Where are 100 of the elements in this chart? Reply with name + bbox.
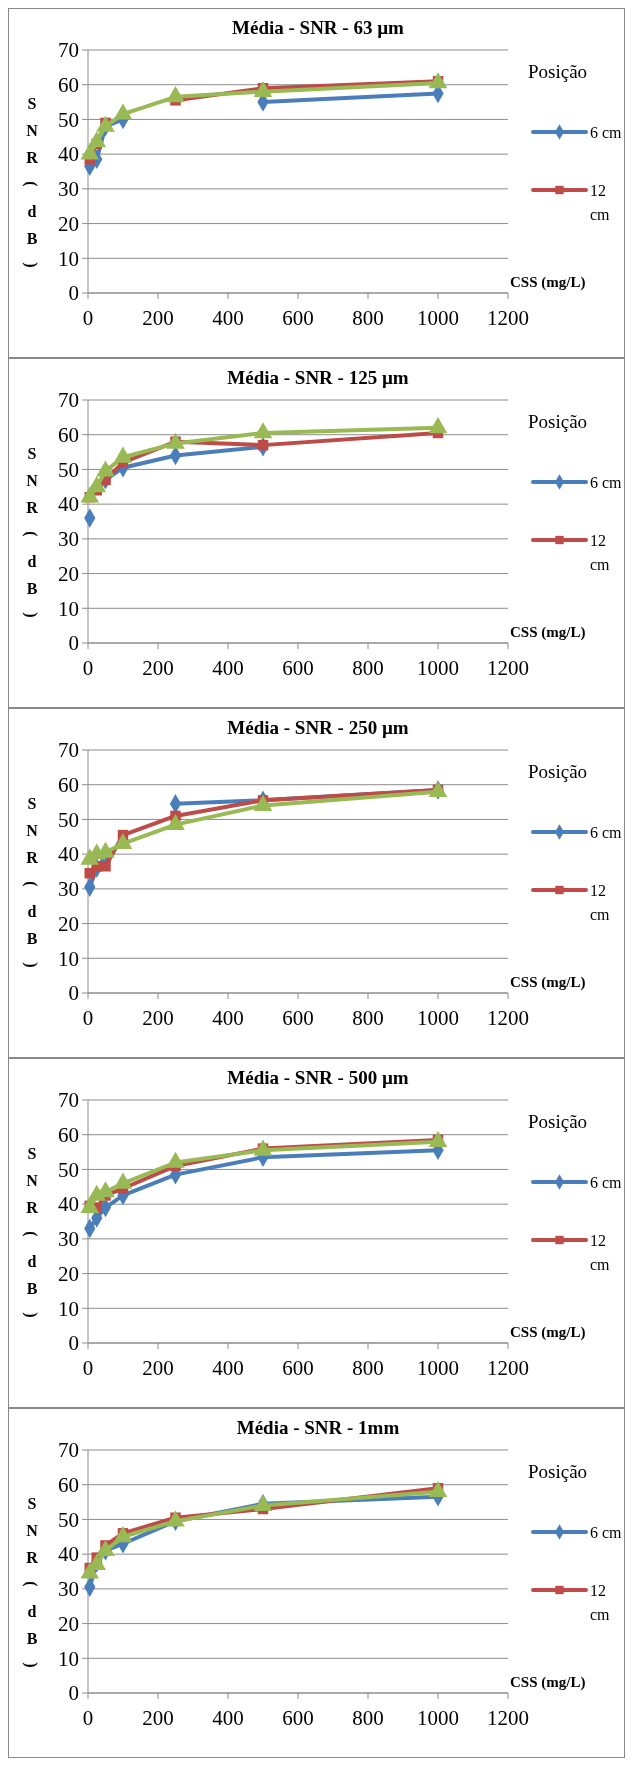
chart-title: Média - SNR - 125 µm <box>227 367 409 388</box>
y-tick-label: 30 <box>58 1227 79 1252</box>
x-tick-label: 1000 <box>417 306 459 330</box>
x-tick-label: 600 <box>282 1706 314 1730</box>
y-tick-label: 50 <box>58 807 79 832</box>
legend-title: Posição <box>528 1111 588 1132</box>
x-axis-title: CSS (mg/L) <box>510 1674 586 1691</box>
x-axis-title: CSS (mg/L) <box>510 974 586 991</box>
x-tick-label: 200 <box>142 1006 174 1030</box>
x-tick-label: 600 <box>282 656 314 680</box>
y-tick-label: 10 <box>58 596 79 621</box>
y-tick-label: 10 <box>58 1646 79 1671</box>
y-tick-label: 70 <box>58 738 79 763</box>
y-tick-label: 20 <box>58 911 79 936</box>
x-tick-label: 800 <box>352 1006 384 1030</box>
y-tick-label: 0 <box>68 981 79 1006</box>
legend-label: 6 cm <box>590 823 623 841</box>
legend-label: 6 cm <box>590 1523 623 1541</box>
y-tick-label: 50 <box>58 107 79 132</box>
legend-label: 6 cm <box>590 1173 623 1191</box>
x-tick-label: 1200 <box>487 1706 529 1730</box>
x-tick-label: 200 <box>142 656 174 680</box>
y-tick-label: 60 <box>58 1123 79 1148</box>
y-tick-label: 50 <box>58 457 79 482</box>
y-tick-label: 40 <box>58 1192 79 1217</box>
legend-label: 12 cm <box>590 881 611 923</box>
point <box>253 422 273 439</box>
x-tick-label: 400 <box>212 1006 244 1030</box>
y-tick-label: 0 <box>68 1331 79 1356</box>
y-tick-label: 60 <box>58 773 79 798</box>
y-tick-label: 20 <box>58 561 79 586</box>
y-tick-label: 40 <box>58 842 79 867</box>
legend-label: 6 cm <box>590 123 623 141</box>
y-tick-label: 10 <box>58 1296 79 1321</box>
legend-title: Posição <box>528 761 588 782</box>
y-tick-label: 20 <box>58 1611 79 1636</box>
x-tick-label: 1200 <box>487 306 529 330</box>
x-tick-label: 400 <box>212 306 244 330</box>
y-axis-title: SNR (dB) <box>22 794 41 968</box>
point <box>257 439 269 451</box>
chart-title: Média - SNR - 63 µm <box>232 17 405 38</box>
legend-label: 12 cm <box>590 531 611 573</box>
y-axis-title: SNR (dB) <box>22 1494 41 1668</box>
y-tick-label: 10 <box>58 246 79 271</box>
legend-title: Posição <box>528 1461 588 1482</box>
x-tick-label: 800 <box>352 656 384 680</box>
y-tick-label: 0 <box>68 1681 79 1706</box>
chart-title: Média - SNR - 500 µm <box>227 1067 409 1088</box>
x-tick-label: 1000 <box>417 1006 459 1030</box>
y-axis-title: SNR (dB) <box>22 1144 41 1318</box>
y-tick-label: 40 <box>58 492 79 517</box>
x-tick-label: 600 <box>282 1006 314 1030</box>
x-tick-label: 200 <box>142 1356 174 1380</box>
x-tick-label: 1200 <box>487 1006 529 1030</box>
x-tick-label: 200 <box>142 1706 174 1730</box>
chart-title: Média - SNR - 1mm <box>236 1417 400 1438</box>
x-axis-title: CSS (mg/L) <box>510 1324 586 1341</box>
x-tick-label: 800 <box>352 1356 384 1380</box>
x-tick-label: 600 <box>282 306 314 330</box>
x-tick-label: 1000 <box>417 656 459 680</box>
chart-title: Média - SNR - 250 µm <box>227 717 409 738</box>
y-tick-label: 70 <box>58 1438 79 1463</box>
x-tick-label: 600 <box>282 1356 314 1380</box>
y-tick-label: 0 <box>68 281 79 306</box>
y-tick-label: 10 <box>58 946 79 971</box>
legend-label: 6 cm <box>590 473 623 491</box>
x-tick-label: 800 <box>352 306 384 330</box>
y-tick-label: 60 <box>58 423 79 448</box>
y-tick-label: 30 <box>58 877 79 902</box>
x-axis-title: CSS (mg/L) <box>510 624 586 641</box>
y-tick-label: 30 <box>58 177 79 202</box>
x-tick-label: 400 <box>212 1706 244 1730</box>
legend-label: 12 cm <box>590 1581 611 1623</box>
y-tick-label: 50 <box>58 1157 79 1182</box>
y-tick-label: 20 <box>58 211 79 236</box>
legend-label: 12 cm <box>590 1231 611 1273</box>
y-tick-label: 70 <box>58 388 79 413</box>
y-tick-label: 30 <box>58 527 79 552</box>
y-tick-label: 50 <box>58 1507 79 1532</box>
x-tick-label: 400 <box>212 1356 244 1380</box>
x-tick-label: 1200 <box>487 656 529 680</box>
y-tick-label: 0 <box>68 631 79 656</box>
x-axis-title: CSS (mg/L) <box>510 274 586 291</box>
y-tick-label: 20 <box>58 1261 79 1286</box>
legend-label: 12 cm <box>590 181 611 223</box>
y-tick-label: 60 <box>58 1473 79 1498</box>
y-axis-title: SNR (dB) <box>22 94 41 268</box>
x-tick-label: 200 <box>142 306 174 330</box>
y-tick-label: 30 <box>58 1577 79 1602</box>
y-tick-label: 40 <box>58 1542 79 1567</box>
point <box>100 861 111 872</box>
y-tick-label: 40 <box>58 142 79 167</box>
x-tick-label: 1000 <box>417 1706 459 1730</box>
x-tick-label: 800 <box>352 1706 384 1730</box>
x-tick-label: 1000 <box>417 1356 459 1380</box>
y-tick-label: 70 <box>58 38 79 63</box>
x-tick-label: 400 <box>212 656 244 680</box>
y-tick-label: 70 <box>58 1088 79 1113</box>
legend-title: Posição <box>528 61 588 82</box>
point <box>428 417 448 434</box>
